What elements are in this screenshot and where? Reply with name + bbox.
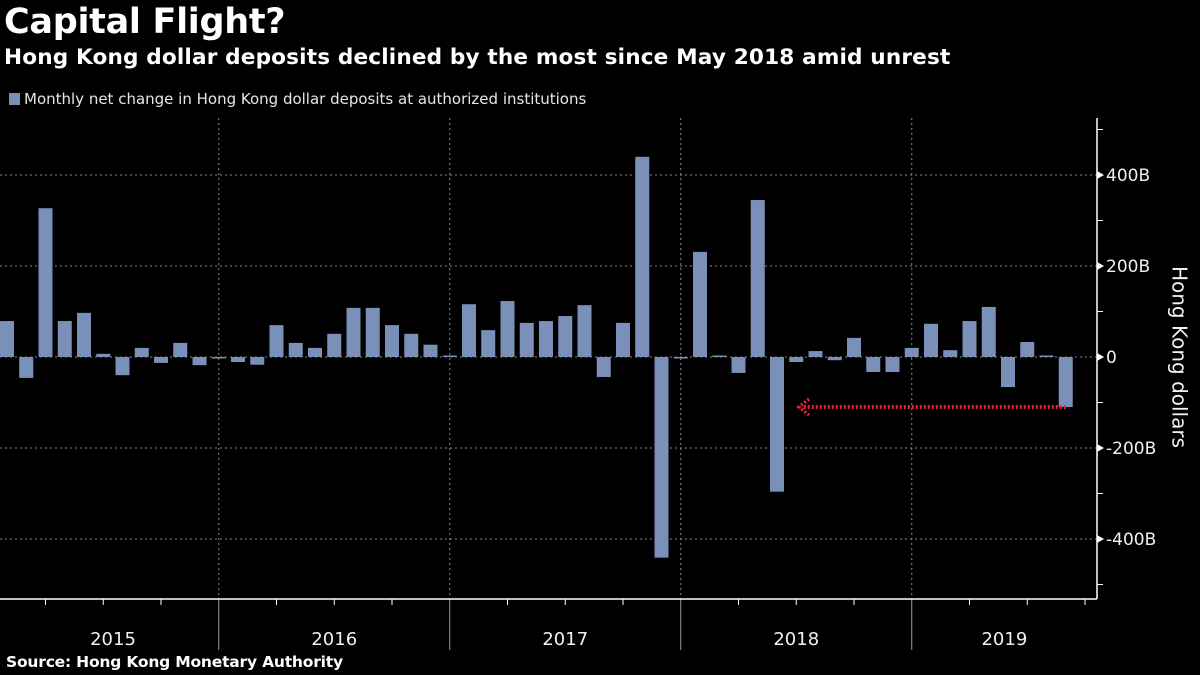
bar (250, 357, 265, 365)
bar (1001, 357, 1015, 388)
chart-subtitle: Hong Kong dollar deposits declined by th… (4, 45, 951, 70)
bar (731, 357, 746, 373)
bar (654, 357, 669, 558)
y-tick-mark (1097, 444, 1104, 452)
bar (231, 357, 245, 363)
bar (134, 347, 149, 357)
bar (1058, 357, 1073, 408)
legend: Monthly net change in Hong Kong dollar d… (9, 90, 586, 108)
bar (1039, 355, 1054, 357)
bar (789, 357, 804, 363)
bar (385, 325, 399, 357)
bar (288, 342, 303, 357)
x-tick-label: 2017 (542, 629, 588, 650)
bar (770, 357, 784, 492)
bar (962, 321, 977, 357)
x-tick-label: 2019 (981, 629, 1027, 650)
y-tick-mark (1097, 535, 1104, 543)
x-tick-label: 2016 (311, 629, 357, 650)
y-tick-label: -400B (1106, 530, 1156, 550)
bar (577, 305, 592, 357)
bar (827, 357, 842, 361)
bar (539, 321, 553, 357)
bar (924, 323, 938, 357)
bar (693, 251, 707, 357)
legend-swatch (9, 93, 20, 105)
bar (462, 304, 476, 357)
bar (0, 321, 14, 357)
bar (519, 322, 534, 357)
bar (19, 357, 34, 378)
y-axis-title: Hong Kong dollars (1168, 266, 1192, 448)
bar (981, 306, 996, 357)
y-tick-label: 0 (1106, 348, 1117, 368)
bar (750, 200, 765, 357)
source-note: Source: Hong Kong Monetary Authority (6, 653, 343, 671)
annotations (796, 397, 1066, 417)
bar (673, 357, 688, 359)
bar (346, 307, 361, 357)
bar (866, 357, 881, 373)
bar (211, 357, 226, 359)
bar (154, 357, 168, 363)
bar (404, 333, 419, 357)
bar (173, 342, 188, 357)
x-tick-label: 2015 (90, 629, 136, 650)
bar (423, 344, 438, 357)
bar (943, 350, 958, 357)
bar (904, 347, 919, 357)
chart-title: Capital Flight? (4, 2, 286, 42)
bar (269, 325, 284, 357)
bar (885, 357, 900, 373)
bar (38, 208, 53, 357)
bars (0, 156, 1073, 558)
y-tick-label: 400B (1106, 166, 1150, 186)
bar (77, 312, 91, 357)
bar (847, 337, 861, 357)
bar (558, 316, 573, 357)
bar (616, 322, 630, 357)
bar (57, 321, 72, 357)
y-tick-label: -200B (1106, 439, 1156, 459)
annotation-arrow-head (796, 397, 811, 417)
bar (635, 156, 650, 357)
bar (1020, 341, 1035, 357)
x-tick-label: 2018 (773, 629, 819, 650)
bar (365, 307, 380, 357)
bar (712, 355, 727, 357)
bar (327, 333, 342, 357)
bar (481, 330, 496, 357)
bar (808, 351, 823, 357)
y-tick-mark (1097, 353, 1104, 361)
axes: 400B 200B 0 -200B -400B 2015 2016 2017 2018 2019 (0, 118, 1156, 650)
y-tick-mark (1097, 262, 1104, 270)
bar (308, 347, 322, 357)
bar (596, 357, 611, 378)
bar (500, 301, 515, 357)
y-tick-mark (1097, 171, 1104, 179)
legend-label: Monthly net change in Hong Kong dollar d… (24, 90, 587, 108)
bar (442, 355, 457, 357)
bar (96, 353, 111, 357)
bar (115, 357, 130, 376)
y-tick-label: 200B (1106, 257, 1150, 277)
bar (192, 357, 207, 366)
